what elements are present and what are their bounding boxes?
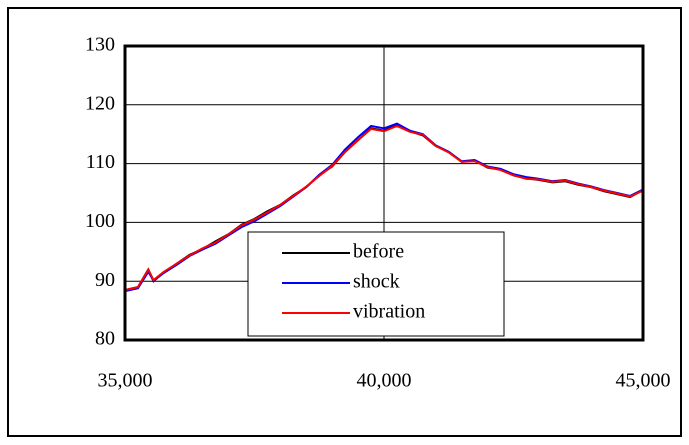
y-tick-label: 110 [86, 151, 115, 173]
y-tick-label: 120 [85, 92, 115, 114]
x-tick-label: 35,000 [98, 370, 153, 392]
legend-label: vibration [353, 301, 425, 323]
series-line [124, 124, 644, 291]
y-tick-label: 90 [95, 269, 115, 291]
x-tick-label: 45,000 [616, 370, 671, 392]
x-tick-label: 40,000 [357, 370, 412, 392]
plot-border [123, 44, 645, 342]
y-tick-label: 80 [95, 328, 115, 350]
y-tick-label: 130 [85, 34, 115, 56]
legend-label: shock [353, 271, 400, 293]
y-tick-label: 100 [85, 210, 115, 232]
legend-label: before [353, 241, 404, 263]
